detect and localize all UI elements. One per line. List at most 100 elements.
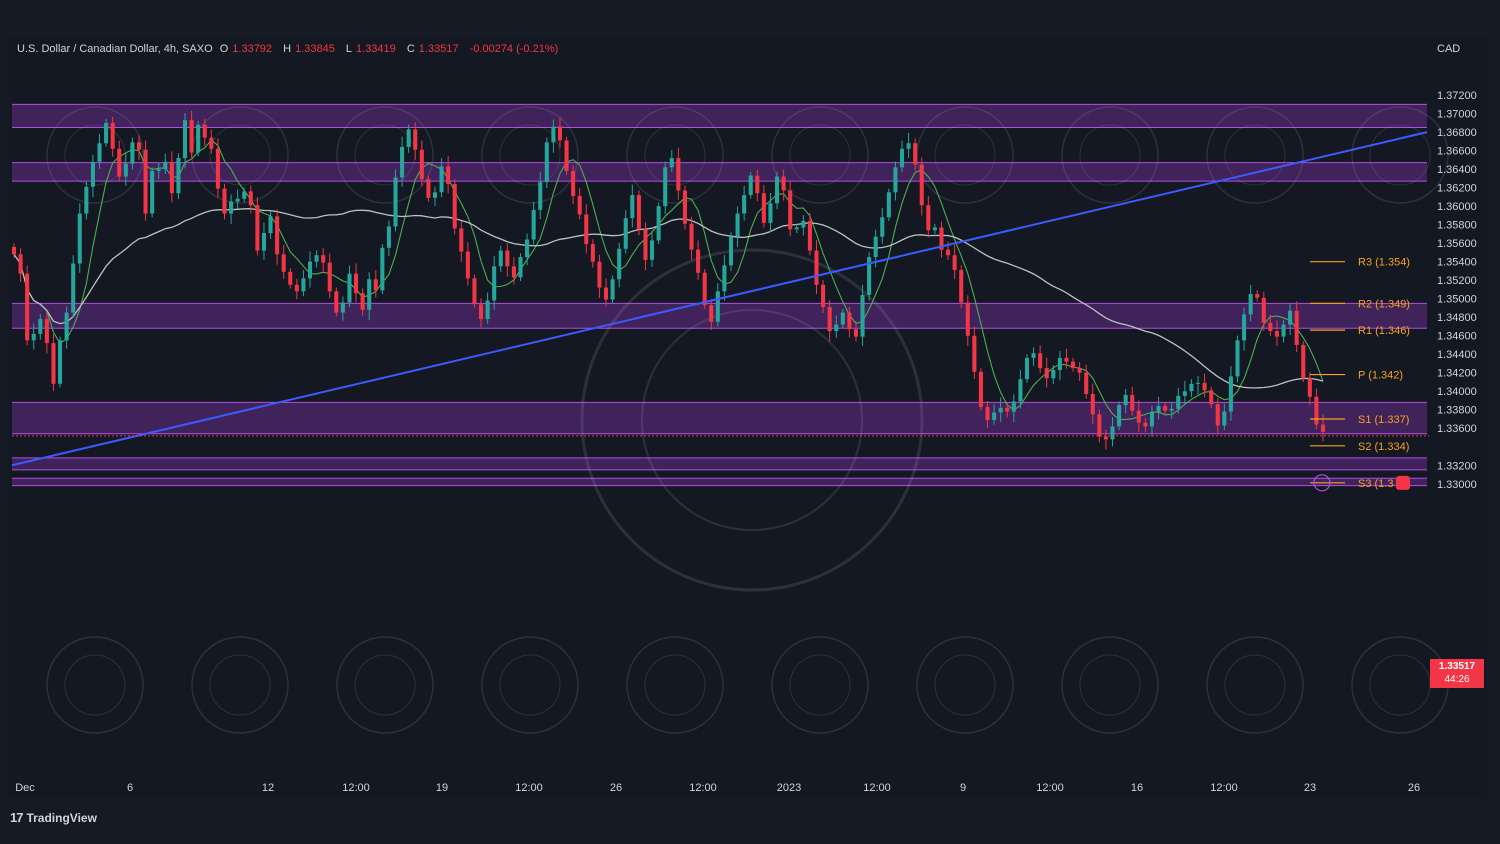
watermark-seal-inner-1-0 <box>64 654 126 716</box>
y-tick-label-14: 1.34400 <box>1437 349 1477 361</box>
candle-body-33 <box>229 201 234 214</box>
x-tick-label-3: 12:00 <box>342 782 370 794</box>
candle-body-161 <box>1071 361 1076 369</box>
candle-body-178 <box>1182 391 1187 396</box>
candle-body-19 <box>136 142 142 150</box>
candle-body-138 <box>919 164 924 206</box>
x-tick-label-0: Dec <box>15 782 35 794</box>
x-tick-label-2: 12 <box>262 782 274 794</box>
candle-body-37 <box>255 205 260 251</box>
candle-body-57 <box>386 226 391 248</box>
candle-body-165 <box>1097 414 1102 437</box>
candle-body-133 <box>886 192 891 218</box>
candle-body-56 <box>380 247 385 291</box>
sr-zone-1 <box>12 162 1427 182</box>
candle-body-48 <box>327 262 332 292</box>
candle-body-6 <box>51 343 56 384</box>
candle-body-21 <box>150 171 155 214</box>
candle-body-122 <box>814 250 819 285</box>
y-axis: 1.37200 1.37000 1.36800 1.36600 1.36400 1.362… <box>1437 90 1477 491</box>
watermark-seal-0-5 <box>771 106 869 204</box>
candle-body-23 <box>163 161 168 170</box>
candle-body-9 <box>71 263 76 313</box>
candle-body-55 <box>373 279 378 291</box>
watermark-center-inner <box>641 309 863 531</box>
current-price: 1.33517 <box>1438 661 1476 672</box>
pivot-label-5: S2 (1.334) <box>1358 441 1409 453</box>
candle-body-76 <box>511 266 516 278</box>
low-label: L <box>345 43 353 55</box>
x-tick-label-6: 26 <box>610 782 622 794</box>
candle-body-163 <box>1084 372 1089 395</box>
candle-body-1 <box>18 254 23 274</box>
candle-body-172 <box>1143 422 1148 427</box>
candle-body-53 <box>360 293 365 310</box>
candle-body-177 <box>1176 395 1181 409</box>
watermark-seal-inner-1-4 <box>644 654 706 716</box>
candle-body-46 <box>314 255 319 262</box>
y-tick-label-6: 1.36000 <box>1437 201 1477 213</box>
candle-body-73 <box>492 266 497 301</box>
currency-label[interactable]: CAD <box>1437 43 1461 55</box>
watermark-seal-inner-1-2 <box>354 654 416 716</box>
sr-zone-3 <box>12 402 1427 434</box>
candle-body-58 <box>393 177 398 227</box>
candle-body-181 <box>1202 382 1207 391</box>
candle-body-143 <box>952 255 957 271</box>
candle-body-151 <box>1005 407 1010 412</box>
candle-body-136 <box>906 143 911 149</box>
watermark-seal-inner-0-9 <box>1369 124 1431 186</box>
watermark-seal-inner-1-3 <box>499 654 561 716</box>
candle-body-196 <box>1301 344 1306 379</box>
candle-body-5 <box>44 319 49 344</box>
candle-body-160 <box>1064 357 1069 362</box>
candle-body-117 <box>781 176 786 191</box>
candle-body-111 <box>742 195 747 214</box>
candle-body-68 <box>459 228 464 252</box>
candle-body-169 <box>1123 394 1128 406</box>
y-tick-label-18: 1.33600 <box>1437 423 1477 435</box>
candle-body-147 <box>978 371 983 407</box>
candle-body-184 <box>1222 411 1227 426</box>
price-chart[interactable]: R3 (1.354) R2 (1.349) R1 (1.346) P (1.342) S… <box>9 36 1486 798</box>
x-tick-label-11: 12:00 <box>1036 782 1064 794</box>
candle-body-98 <box>656 206 661 241</box>
candle-body-59 <box>400 146 405 178</box>
tradingview-brand[interactable]: 17 TradingView <box>10 810 97 825</box>
zone-layer <box>12 103 1427 487</box>
candle-body-197 <box>1307 378 1312 397</box>
candle-body-105 <box>702 272 707 306</box>
chart-panel[interactable]: R3 (1.354) R2 (1.349) R1 (1.346) P (1.342) S… <box>9 36 1486 798</box>
y-tick-label-4: 1.36400 <box>1437 164 1477 176</box>
candle-body-22 <box>156 169 161 172</box>
x-tick-label-15: 26 <box>1408 782 1420 794</box>
watermark-seal-inner-0-6 <box>934 124 996 186</box>
candle-body-20 <box>143 149 148 214</box>
candle-body-166 <box>1103 436 1108 440</box>
moving-average-layer <box>13 139 1324 420</box>
candle-body-89 <box>597 261 602 288</box>
symbol-title[interactable]: U.S. Dollar / Canadian Dollar, 4h, SAXO <box>17 43 213 55</box>
y-tick-label-3: 1.36600 <box>1437 146 1477 158</box>
alert-lightning-icon <box>1313 474 1331 492</box>
candle-body-168 <box>1117 405 1122 427</box>
candle-body-164 <box>1090 394 1095 415</box>
watermark-seal-0-7 <box>1061 106 1159 204</box>
candle-body-69 <box>465 251 470 279</box>
candle-body-74 <box>498 250 503 267</box>
candle-body-195 <box>1294 310 1299 345</box>
watermark-seal-1-8 <box>1206 636 1304 734</box>
candle-body-14 <box>104 122 109 144</box>
candle-body-129 <box>860 294 865 337</box>
candle-body-141 <box>939 227 944 250</box>
candle-body-47 <box>321 255 326 263</box>
sr-zone-4 <box>12 457 1427 470</box>
watermark-seal-inner-1-8 <box>1224 654 1286 716</box>
x-axis: Dec 6 12 12:00 19 12:00 26 12:00 2023 12:00 9 12:00… <box>15 782 1420 794</box>
candle-body-34 <box>235 198 240 202</box>
candle-body-29 <box>202 124 207 138</box>
candle-body-188 <box>1248 294 1253 315</box>
candle-body-126 <box>840 312 845 325</box>
candle-body-120 <box>801 220 806 228</box>
